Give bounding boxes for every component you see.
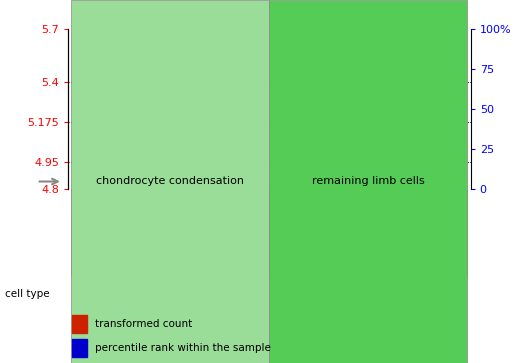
Bar	[113, 111, 128, 189]
Text: GSM1253164: GSM1253164	[347, 191, 356, 247]
Bar	[212, 123, 228, 189]
Bar	[278, 123, 293, 189]
Bar	[245, 97, 260, 189]
Bar	[302, 189, 335, 276]
Text: GSM1253163: GSM1253163	[314, 191, 323, 248]
Bar	[411, 97, 425, 189]
Bar	[170, 189, 203, 276]
Bar	[203, 189, 236, 276]
Text: GSM1253159: GSM1253159	[183, 191, 191, 247]
Bar	[179, 103, 194, 189]
Bar	[401, 189, 435, 276]
Bar	[345, 47, 359, 189]
Text: GSM1253157: GSM1253157	[116, 191, 126, 247]
Text: GSM1253160: GSM1253160	[215, 191, 224, 247]
Text: GSM1253162: GSM1253162	[281, 191, 290, 247]
Bar	[444, 91, 458, 189]
Title: GDS5045 / 203900_at: GDS5045 / 203900_at	[193, 14, 346, 28]
Bar	[311, 148, 326, 189]
FancyBboxPatch shape	[269, 0, 468, 363]
Text: GSM1253165: GSM1253165	[380, 191, 390, 247]
Bar	[104, 189, 138, 276]
FancyBboxPatch shape	[71, 0, 269, 363]
Text: GSM1253156: GSM1253156	[83, 191, 92, 247]
Bar	[368, 189, 401, 276]
Text: remaining limb cells: remaining limb cells	[312, 176, 425, 187]
Text: GSM1253166: GSM1253166	[413, 191, 423, 248]
Bar	[435, 189, 468, 276]
Bar	[138, 189, 170, 276]
Text: percentile rank within the sample: percentile rank within the sample	[95, 343, 270, 353]
Bar	[72, 339, 86, 357]
Bar	[378, 87, 392, 189]
Bar	[71, 189, 104, 276]
Bar	[269, 189, 302, 276]
Text: cell type: cell type	[5, 289, 50, 299]
Text: GSM1253167: GSM1253167	[447, 191, 456, 248]
Text: GSM1253161: GSM1253161	[248, 191, 257, 247]
Bar	[335, 189, 368, 276]
Bar	[236, 189, 269, 276]
Text: chondrocyte condensation: chondrocyte condensation	[96, 176, 244, 187]
Bar	[146, 114, 161, 189]
Bar	[81, 130, 95, 189]
Text: transformed count: transformed count	[95, 319, 192, 330]
Text: GSM1253158: GSM1253158	[149, 191, 158, 247]
Bar	[72, 315, 86, 333]
